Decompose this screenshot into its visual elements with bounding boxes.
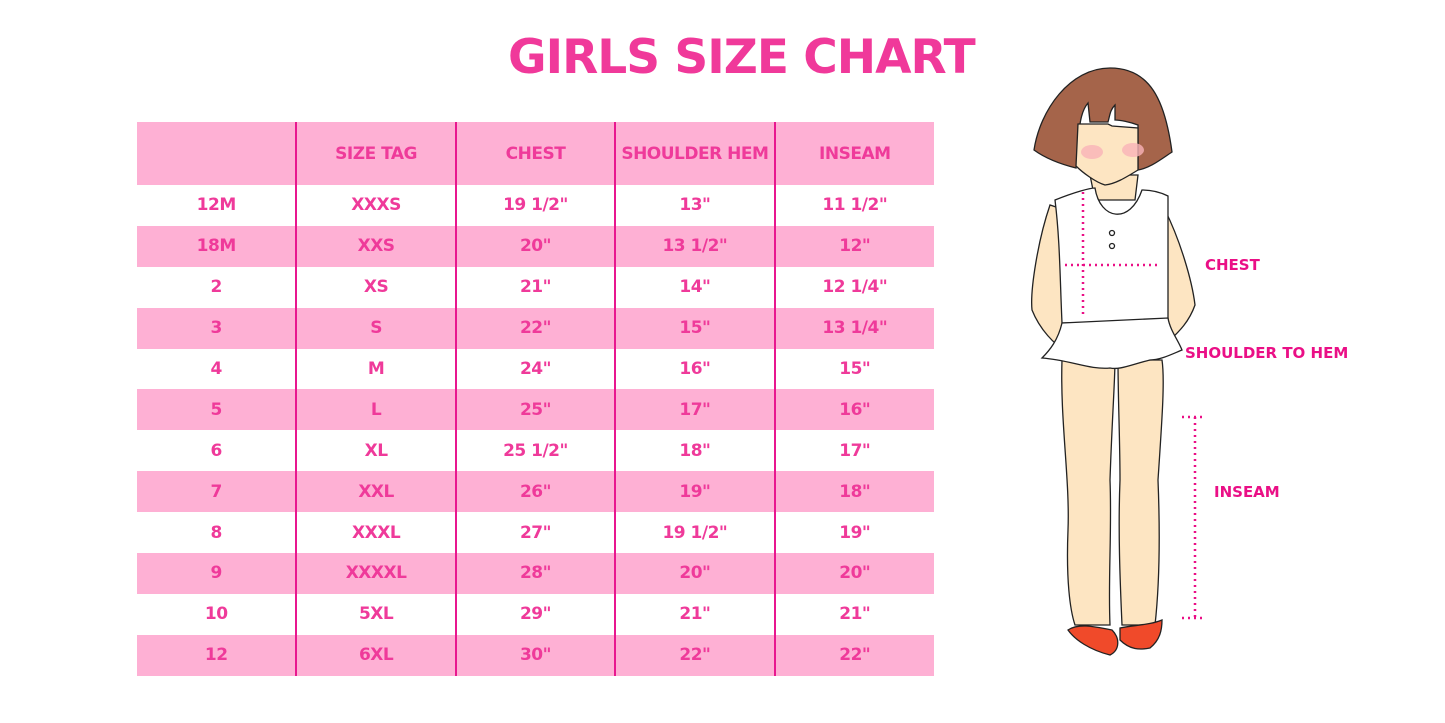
table-cell: 14" (614, 266, 775, 308)
column-header: CHEST (454, 122, 616, 185)
table-cell: 19 1/2" (454, 185, 616, 226)
page-title: GIRLS SIZE CHART (508, 30, 976, 85)
table-cell: M (295, 348, 456, 390)
table-cell: 21" (454, 266, 616, 308)
table-cell: 28" (454, 553, 616, 594)
chest-label: CHEST (1205, 256, 1260, 274)
table-cell: 26" (454, 471, 616, 513)
table-row: 8 XXXL 27" 19 1/2" 19" (137, 512, 934, 554)
table-row: 6 XL 25 1/2" 18" 17" (137, 430, 934, 472)
table-cell: 16" (614, 348, 775, 390)
table-cell: 10 (204, 604, 228, 625)
table-cell: 18" (614, 430, 775, 472)
table-row: 3 S 22" 15" 13 1/4" (137, 307, 934, 349)
table-cell: S (295, 307, 456, 349)
column-header (137, 122, 297, 185)
table-cell: 21" (773, 593, 934, 635)
table-cell: 12M (196, 195, 237, 216)
table-cell: 12 1/4" (773, 266, 934, 308)
table-cell: 13 1/2" (614, 225, 775, 267)
table-cell: XXXXL (295, 553, 456, 594)
table-row: 18M XXS 20" 13 1/2" 12" (137, 225, 934, 267)
table-cell: 20" (773, 553, 934, 594)
table-cell: 12 (137, 634, 297, 676)
table-cell: XXS (295, 225, 456, 267)
table-cell: 24" (454, 348, 616, 390)
child-measurement-illustration (1031, 67, 1202, 656)
table-cell: 8 (210, 522, 223, 543)
table-cell: L (295, 389, 456, 431)
table-cell: 20" (454, 225, 616, 267)
table-cell: 22" (614, 634, 775, 676)
table-cell: 15" (614, 307, 775, 349)
table-row: 5 L 25" 17" 16" (137, 389, 934, 431)
table-cell: 29" (454, 593, 616, 635)
table-header: SIZE TAG CHEST SHOULDER HEM INSEAM (137, 122, 934, 185)
column-header: INSEAM (773, 122, 934, 185)
table-cell: 20" (614, 553, 775, 594)
table-cell: 2 (210, 277, 223, 298)
table-row: 12M XXXS 19 1/2" 13" 11 1/2" (137, 185, 934, 226)
table-cell: 9 (137, 553, 297, 594)
size-table: SIZE TAG CHEST SHOULDER HEM INSEAM 12M XXXS 1… (137, 122, 934, 676)
table-cell: 27" (454, 512, 616, 554)
table-cell: 18M (137, 225, 297, 267)
table-cell: XXXS (295, 185, 456, 226)
table-cell: 19 1/2" (614, 512, 775, 554)
shoulder-to-hem-label: SHOULDER TO HEM (1185, 344, 1349, 362)
table-cell: 18" (773, 471, 934, 513)
table-cell: 5 (137, 389, 297, 431)
table-cell: 17" (614, 389, 775, 431)
table-cell: 6 (210, 440, 223, 461)
table-cell: 3 (137, 307, 297, 349)
table-cell: 21" (614, 593, 775, 635)
column-header: SHOULDER HEM (614, 122, 775, 185)
table-row: 7 XXL 26" 19" 18" (137, 471, 934, 513)
table-cell: 13 1/4" (773, 307, 934, 349)
table-cell: 7 (137, 471, 297, 513)
table-cell: 6XL (295, 634, 456, 676)
table-cell: 25 1/2" (454, 430, 616, 472)
inseam-label: INSEAM (1214, 483, 1280, 501)
table-cell: XL (295, 430, 456, 472)
table-cell: 19" (614, 471, 775, 513)
table-cell: 19" (773, 512, 934, 554)
table-row: 12 6XL 30" 22" 22" (137, 634, 934, 676)
table-cell: 5XL (295, 593, 456, 635)
table-row: 4 M 24" 16" 15" (137, 348, 934, 390)
table-row: 9 XXXXL 28" 20" 20" (137, 553, 934, 594)
table-cell: 16" (773, 389, 934, 431)
table-cell: XXXL (295, 512, 456, 554)
table-cell: 17" (773, 430, 934, 472)
table-cell: 12" (773, 225, 934, 267)
table-cell: 4 (210, 359, 223, 379)
table-cell: XS (295, 266, 456, 308)
table-cell: XXL (295, 471, 456, 513)
table-cell: 25" (454, 389, 616, 431)
table-cell: 15" (773, 348, 934, 390)
table-row: 2 XS 21" 14" 12 1/4" (137, 266, 934, 308)
table-cell: 30" (454, 634, 616, 676)
table-row: 10 5XL 29" 21" 21" (137, 593, 934, 635)
table-cell: 22" (454, 307, 616, 349)
table-cell: 13" (614, 185, 775, 226)
column-header: SIZE TAG (295, 122, 456, 185)
table-cell: 11 1/2" (773, 185, 934, 226)
table-cell: 22" (773, 634, 934, 676)
